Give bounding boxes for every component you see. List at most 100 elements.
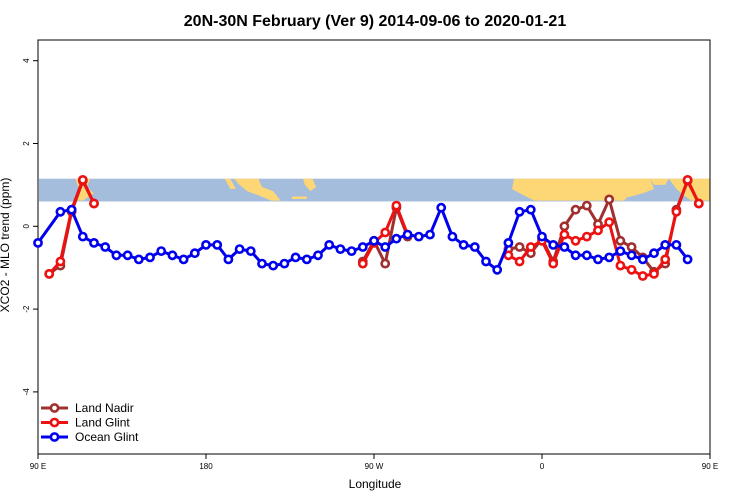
data-point: [89, 198, 99, 209]
data-point: [223, 254, 234, 265]
y-axis-label: XCO2 - MLO trend (ppm): [0, 178, 12, 313]
data-point: [593, 254, 603, 265]
data-point: [189, 248, 200, 259]
data-point: [44, 268, 55, 279]
data-point: [425, 229, 435, 240]
data-point: [682, 174, 693, 185]
data-point: [626, 242, 637, 252]
data-point: [604, 252, 615, 263]
data-point: [111, 250, 122, 261]
map-land-arabia: [605, 178, 654, 198]
data-point: [122, 250, 133, 261]
data-point: [245, 246, 256, 256]
map-land-india: [668, 178, 710, 201]
data-point: [458, 239, 469, 250]
data-point: [492, 264, 503, 275]
data-point: [615, 235, 626, 246]
data-point: [402, 229, 413, 240]
data-point: [55, 256, 66, 267]
map-land-cuba: [291, 196, 307, 199]
x-tick-label: 180: [199, 462, 213, 471]
y-axis: -4 -2 0 2 4: [22, 58, 38, 396]
x-tick-label: 90 E: [30, 462, 46, 471]
data-point: [55, 206, 66, 217]
legend-marker: [49, 403, 60, 413]
data-point: [525, 204, 536, 215]
y-tick-label: 4: [22, 58, 31, 63]
data-point: [380, 258, 391, 269]
data-point: [581, 200, 592, 211]
series-ocean-glint: [33, 202, 693, 275]
data-point: [671, 239, 682, 250]
data-point: [156, 246, 167, 256]
data-point: [537, 231, 547, 242]
legend-label: Land Glint: [75, 416, 130, 430]
data-point: [525, 242, 536, 252]
legend-marker: [49, 417, 60, 428]
data-point: [660, 239, 671, 250]
map-land-iran: [650, 178, 669, 185]
map-land-mexico: [234, 178, 281, 201]
data-point: [559, 229, 570, 240]
data-point: [178, 254, 189, 265]
data-point: [234, 244, 245, 254]
data-point: [481, 256, 491, 267]
y-tick-label: -4: [22, 388, 31, 396]
data-point: [548, 239, 559, 250]
data-point: [33, 237, 43, 248]
data-point: [77, 174, 88, 185]
data-point: [514, 256, 525, 267]
data-point: [570, 204, 581, 215]
data-point: [593, 225, 603, 236]
data-point: [313, 250, 323, 261]
data-point: [133, 254, 144, 265]
data-point: [212, 239, 223, 250]
data-point: [279, 258, 290, 269]
data-point: [257, 258, 267, 269]
data-point: [649, 268, 659, 279]
data-point: [469, 242, 480, 252]
chart-title: 20N-30N February (Ver 9) 2014-09-06 to 2…: [184, 13, 567, 30]
data-point: [346, 246, 357, 256]
data-point: [290, 252, 301, 263]
data-point: [559, 221, 570, 232]
data-point: [514, 206, 525, 217]
legend-label: Ocean Glint: [75, 430, 139, 444]
data-point: [559, 242, 570, 252]
data-point: [167, 250, 178, 261]
data-point: [581, 250, 592, 261]
data-point: [649, 248, 659, 259]
data-point: [413, 231, 424, 242]
x-axis-label: Longitude: [349, 477, 402, 491]
data-point: [89, 237, 99, 248]
legend-marker: [49, 432, 60, 442]
data-point: [626, 264, 637, 275]
legend-label: Land Nadir: [75, 401, 134, 415]
data-point: [693, 198, 704, 209]
x-tick-label: 0: [540, 462, 545, 471]
data-point: [682, 254, 693, 265]
data-point: [503, 237, 514, 248]
data-point: [380, 242, 391, 252]
data-point: [637, 271, 648, 281]
data-point: [145, 252, 155, 263]
data-point: [380, 227, 391, 238]
map-land-baja: [224, 178, 236, 189]
data-point: [436, 202, 447, 213]
data-point: [77, 231, 88, 242]
data-point: [201, 239, 211, 250]
data-point: [637, 254, 648, 265]
data-point: [324, 239, 335, 250]
y-tick-label: 2: [22, 141, 31, 146]
data-point: [268, 260, 279, 271]
data-point: [581, 231, 592, 242]
series-layer: [33, 174, 704, 281]
data-point: [66, 204, 77, 215]
x-tick-label: 90 E: [702, 462, 718, 471]
data-point: [604, 194, 615, 205]
data-point: [671, 206, 682, 217]
data-point: [357, 258, 368, 269]
